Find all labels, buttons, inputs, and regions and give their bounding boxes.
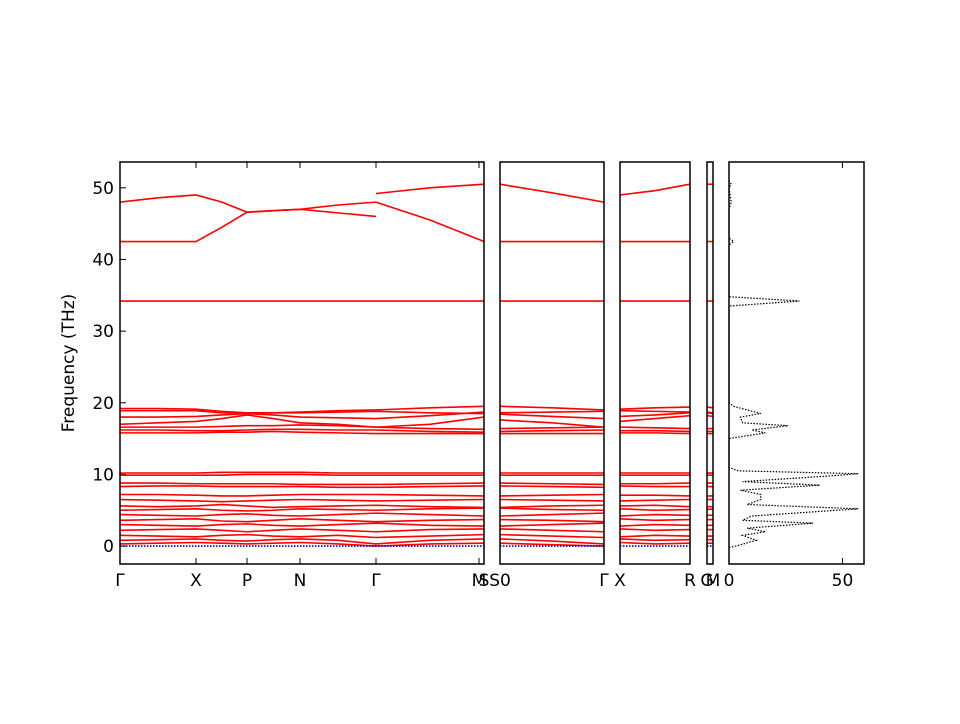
band-line [120, 411, 485, 420]
band-line [619, 541, 691, 545]
band-line [120, 473, 484, 476]
band-line [499, 183, 605, 203]
y-axis-label: Frequency (THz) [59, 294, 79, 433]
dos-line [728, 180, 859, 549]
band-line [499, 498, 605, 502]
band-line [120, 409, 485, 415]
band-line [619, 412, 691, 418]
band-line [119, 528, 485, 533]
band-line [620, 494, 691, 497]
band-line [119, 538, 485, 545]
x-tick-label: X [614, 571, 626, 591]
x-tick-label: M [472, 571, 487, 591]
y-tick-label: 50 [92, 179, 114, 199]
band-line [119, 503, 485, 509]
x-tick-label: Γ [371, 571, 381, 591]
x-tick-label: S0 [489, 571, 511, 591]
band-line [120, 430, 484, 435]
band-line [499, 413, 605, 420]
band-line [619, 523, 691, 527]
band-line [119, 414, 485, 428]
band-line [619, 518, 691, 522]
y-tick-label: 30 [92, 322, 114, 342]
band-line [619, 528, 691, 532]
band-line [499, 426, 605, 430]
y-tick-label: 20 [92, 394, 114, 414]
band-line [499, 512, 605, 517]
band-line [499, 485, 605, 489]
band-line [119, 507, 485, 512]
x-tick-label: G [700, 571, 713, 591]
x-tick-label: R [684, 571, 696, 591]
band-line [619, 183, 691, 196]
band-line [120, 424, 485, 431]
band-line [619, 498, 691, 502]
panel-frame [619, 161, 691, 565]
band-line [619, 406, 691, 411]
band-line [499, 507, 605, 512]
band-line [119, 498, 485, 503]
band-line [619, 508, 691, 512]
band-line [706, 508, 714, 511]
band-line [120, 405, 485, 414]
band-line [499, 482, 605, 486]
band-line [706, 412, 714, 415]
band-line [119, 518, 485, 523]
band-line [499, 410, 605, 414]
band-line [620, 482, 691, 485]
panel-frame [728, 161, 865, 565]
band-line [706, 406, 714, 409]
band-line [619, 409, 691, 413]
band-line [499, 493, 605, 497]
x-tick-label: X [190, 571, 202, 591]
y-tick-label: 0 [103, 537, 114, 557]
band-line [499, 419, 605, 428]
band-line [120, 482, 485, 486]
panel-frame [706, 161, 714, 565]
band-line [120, 493, 485, 497]
band-line [499, 504, 605, 509]
band-line [119, 512, 485, 517]
band-line [620, 429, 691, 433]
band-line [119, 194, 485, 243]
x-tick-label: Γ [599, 571, 609, 591]
band-line [119, 533, 485, 539]
band-line [120, 428, 485, 433]
band-line [619, 426, 691, 430]
band-line [499, 538, 605, 545]
band-line [499, 522, 605, 527]
band-line [619, 513, 691, 517]
band-line [120, 208, 377, 243]
band-line [619, 538, 691, 542]
band-line [619, 485, 690, 488]
y-tick-label: 40 [92, 250, 114, 270]
panel-frame [119, 161, 485, 565]
band-line [119, 522, 485, 527]
band-line [619, 414, 691, 423]
band-line [120, 471, 484, 474]
x-tick-label: 0 [724, 571, 735, 591]
panel-frame [499, 161, 605, 565]
y-tick-label: 10 [92, 465, 114, 485]
x-tick-label: N [294, 571, 307, 591]
band-line [499, 518, 605, 523]
x-tick-label: Γ [115, 571, 125, 591]
band-line [499, 533, 605, 539]
x-tick-label: P [242, 571, 252, 591]
band-line [706, 414, 714, 418]
band-line [620, 432, 691, 435]
band-line [499, 528, 605, 533]
band-line [619, 504, 691, 508]
x-tick-label: S [479, 571, 490, 591]
band-line [499, 429, 605, 433]
x-tick-label: 50 [832, 571, 854, 591]
band-line [375, 183, 485, 195]
band-line [619, 534, 691, 538]
x-tick-label: M [706, 571, 721, 591]
band-line [119, 485, 485, 489]
band-line [499, 542, 605, 547]
band-line [499, 405, 605, 411]
